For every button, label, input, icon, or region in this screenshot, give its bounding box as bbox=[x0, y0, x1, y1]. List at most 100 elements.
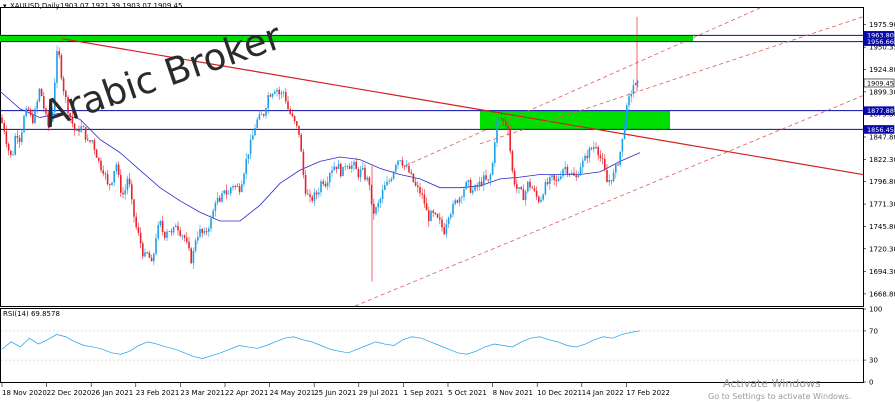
candle-body bbox=[87, 139, 89, 141]
candle-body bbox=[370, 184, 373, 204]
candle-body bbox=[313, 192, 316, 201]
candle-body bbox=[599, 155, 602, 159]
price-tick-label: 1668.80 bbox=[869, 290, 895, 298]
candle-body bbox=[263, 114, 265, 116]
candle-body bbox=[146, 252, 148, 254]
candle-body bbox=[153, 253, 155, 262]
candle-body bbox=[621, 138, 624, 152]
candle-body bbox=[562, 169, 564, 177]
candle-body bbox=[467, 180, 470, 182]
candle-body bbox=[564, 166, 566, 170]
candle-body bbox=[384, 185, 386, 191]
candle-body bbox=[452, 203, 454, 215]
trendline bbox=[479, 16, 864, 145]
candle-body bbox=[309, 194, 311, 197]
candle-body bbox=[318, 192, 320, 195]
candle-body bbox=[157, 225, 159, 239]
candle-body bbox=[421, 193, 423, 195]
candle-body bbox=[399, 160, 401, 162]
candle-body bbox=[29, 109, 32, 115]
candle-body bbox=[586, 155, 588, 158]
candle-body bbox=[115, 164, 118, 171]
time-tick-label: 1 Sep 2021 bbox=[403, 389, 443, 397]
candle-body bbox=[120, 174, 122, 193]
candle-body bbox=[245, 159, 247, 174]
candle-body bbox=[1, 117, 3, 123]
candle-body bbox=[192, 251, 195, 264]
candle-body bbox=[577, 175, 580, 178]
candle-body bbox=[241, 184, 243, 193]
trendlines bbox=[61, 7, 864, 307]
rsi-tick-label: 70 bbox=[869, 327, 878, 335]
candle-body bbox=[139, 232, 142, 244]
candle-body bbox=[302, 151, 305, 175]
candle-body bbox=[595, 146, 597, 148]
candle-body bbox=[243, 173, 245, 185]
candle-body bbox=[414, 182, 417, 186]
candle-body bbox=[403, 165, 406, 167]
candle-body bbox=[56, 51, 58, 83]
candle-body bbox=[331, 170, 333, 174]
candle-body bbox=[203, 230, 206, 234]
candle-body bbox=[65, 91, 67, 98]
candle-body bbox=[454, 200, 456, 204]
candle-body bbox=[179, 230, 181, 236]
candle-body bbox=[60, 55, 63, 79]
rsi-tick-label: 100 bbox=[869, 306, 882, 314]
candle-body bbox=[249, 139, 252, 155]
candle-body bbox=[32, 114, 34, 123]
candle-body bbox=[571, 172, 573, 175]
candle-body bbox=[445, 224, 448, 235]
candle-body bbox=[430, 210, 432, 222]
candle-body bbox=[333, 166, 335, 171]
candle-body bbox=[36, 101, 38, 109]
rsi-label: RSI(14) 69.8578 bbox=[3, 310, 60, 318]
candle-body bbox=[271, 93, 274, 97]
candle-body bbox=[227, 193, 230, 195]
candle-body bbox=[117, 164, 120, 175]
candle-body bbox=[137, 227, 140, 233]
header-dropdown-icon[interactable]: ▾ bbox=[3, 2, 7, 10]
candle-body bbox=[188, 241, 190, 249]
candle-body bbox=[348, 166, 351, 169]
candle-body bbox=[487, 179, 489, 181]
trendline bbox=[354, 95, 864, 307]
candle-body bbox=[443, 227, 445, 235]
candle-body bbox=[489, 174, 492, 181]
price-tick-label: 1694.30 bbox=[869, 268, 895, 276]
candle-body bbox=[10, 150, 12, 155]
candle-body bbox=[49, 121, 52, 126]
supply-zone bbox=[480, 110, 670, 130]
candle-body bbox=[568, 173, 571, 175]
candle-body bbox=[626, 105, 628, 127]
candle-body bbox=[285, 92, 287, 102]
candle-body bbox=[575, 175, 577, 178]
candle-body bbox=[560, 176, 562, 179]
time-tick-label: 26 Jan 2021 bbox=[91, 389, 133, 397]
candle-body bbox=[311, 196, 313, 201]
price-marker-label: 1963.80 bbox=[867, 32, 894, 40]
candle-body bbox=[280, 92, 283, 95]
main-plot-frame bbox=[0, 7, 864, 307]
candle-body bbox=[54, 82, 56, 112]
horizontal-levels bbox=[1, 34, 863, 130]
candle-body bbox=[293, 115, 296, 122]
candle-body bbox=[353, 161, 355, 166]
candle-body bbox=[109, 184, 111, 185]
candle-body bbox=[282, 92, 285, 93]
candle-body bbox=[496, 122, 498, 143]
candle-body bbox=[91, 140, 93, 142]
candle-body bbox=[502, 119, 505, 121]
candle-body bbox=[236, 186, 239, 187]
candle-body bbox=[274, 91, 276, 94]
candle-body bbox=[326, 182, 329, 187]
candle-body bbox=[423, 194, 426, 204]
price-tick-label: 1975.90 bbox=[869, 21, 895, 29]
candle-body bbox=[177, 225, 179, 231]
candle-body bbox=[186, 237, 188, 242]
activate-title: Activate Windows bbox=[723, 377, 821, 390]
candle-body bbox=[40, 88, 43, 97]
price-marker-box bbox=[863, 106, 895, 115]
candle-body bbox=[419, 187, 421, 194]
candle-body bbox=[505, 120, 507, 126]
